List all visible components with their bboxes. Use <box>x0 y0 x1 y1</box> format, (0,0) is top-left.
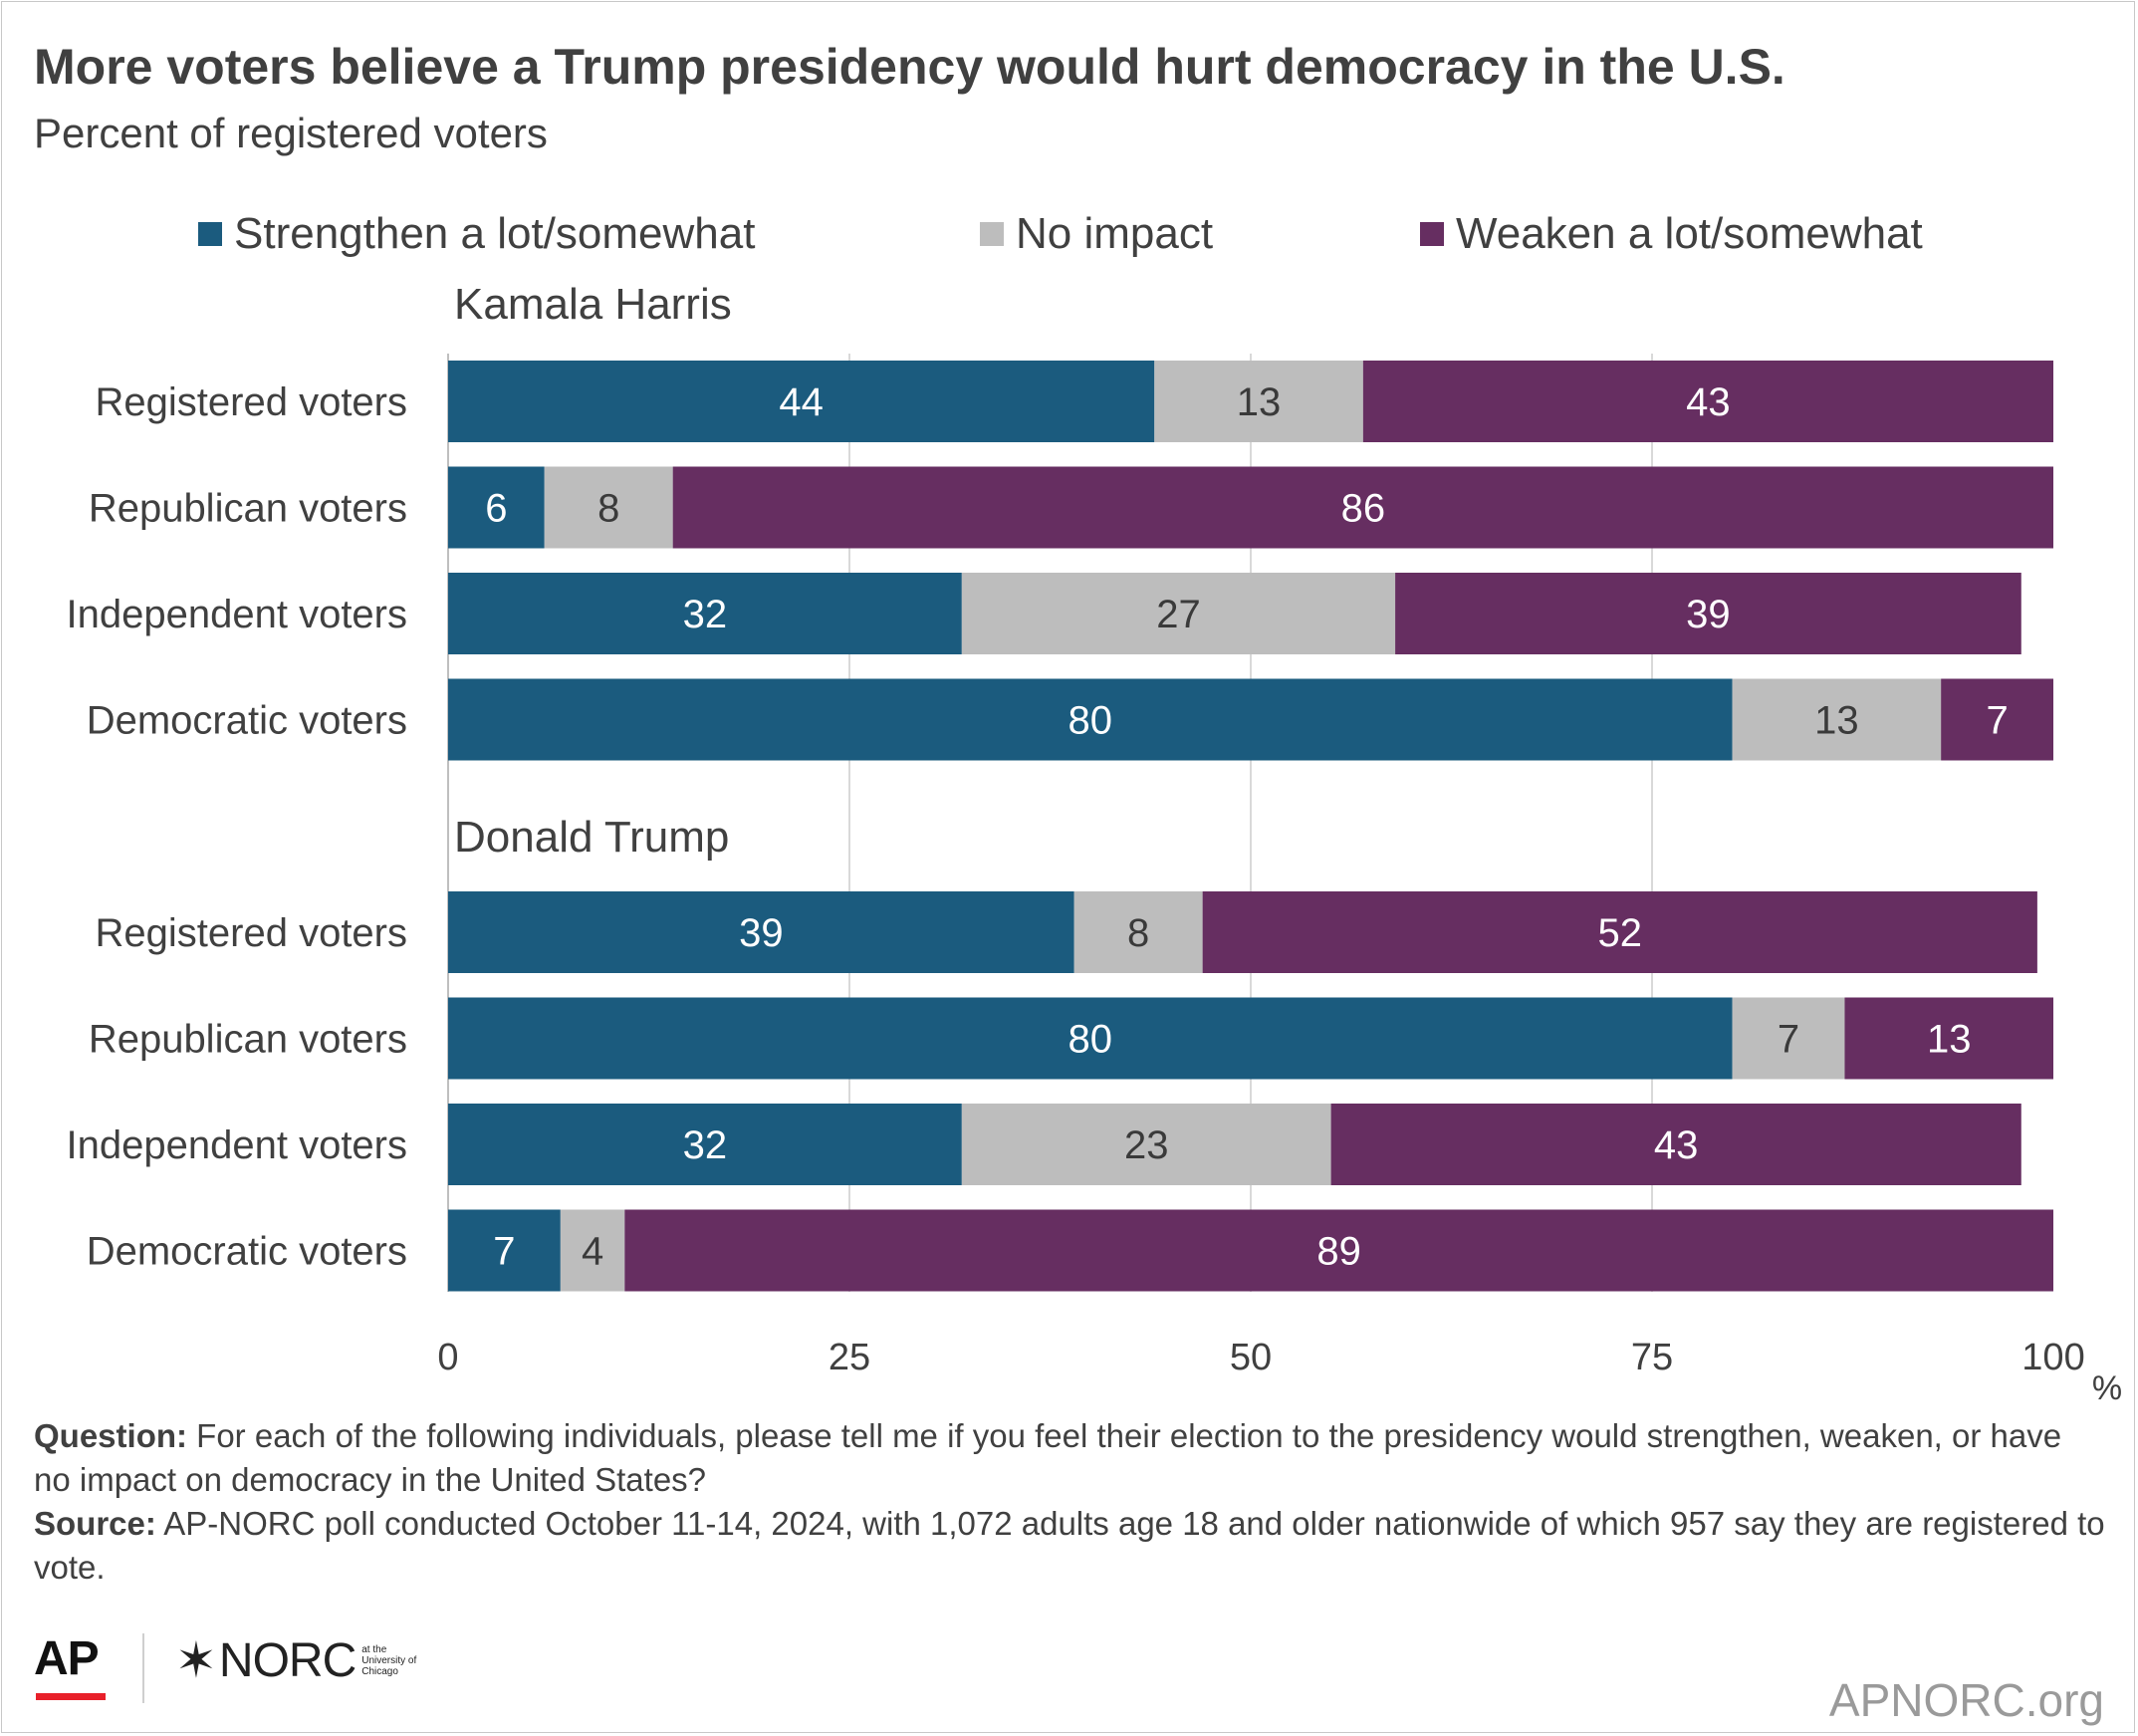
bar-segment <box>448 997 1733 1080</box>
data-label: 89 <box>1316 1230 1361 1274</box>
data-label: 7 <box>1778 1018 1799 1062</box>
bar-segment <box>448 466 545 549</box>
legend-item-strengthen: Strengthen a lot/somewhat <box>198 209 755 259</box>
chart-title: More voters believe a Trump presidency w… <box>34 39 1785 95</box>
data-label: 80 <box>1069 699 1113 743</box>
x-tick-label: 100 <box>2021 1337 2084 1378</box>
question-label: Question: <box>34 1417 187 1454</box>
source-note: Source: AP-NORC poll conducted October 1… <box>34 1502 2105 1590</box>
bar-segment <box>1154 361 1363 442</box>
bar-segment <box>448 1209 561 1292</box>
bar-segment <box>1395 573 2021 654</box>
data-label: 80 <box>1069 1018 1113 1062</box>
data-label: 43 <box>1654 1123 1699 1167</box>
data-label: 8 <box>1127 911 1149 955</box>
bar-segment <box>560 1209 625 1292</box>
footnote: Question: For each of the following indi… <box>34 1414 2105 1590</box>
group-label: Kamala Harris <box>454 280 732 329</box>
data-label: 6 <box>485 487 507 531</box>
x-tick-label: 50 <box>1230 1337 1272 1378</box>
data-label: 4 <box>582 1230 603 1274</box>
x-tick-label: 25 <box>829 1337 870 1378</box>
legend-swatch-strengthen <box>198 222 222 246</box>
apnorc-url: APNORC.org <box>1828 1674 2104 1726</box>
bar-segment <box>448 891 1074 973</box>
chart-subtitle: Percent of registered voters <box>34 110 548 156</box>
norc-logo: ✶ NORC at the University of Chicago <box>175 1631 416 1689</box>
data-label: 39 <box>1686 593 1731 636</box>
category-label: Independent voters <box>67 593 407 636</box>
norc-star-icon: ✶ <box>175 1632 217 1688</box>
data-label: 86 <box>1341 487 1386 531</box>
data-label: 13 <box>1814 699 1859 743</box>
bar-segment <box>448 1104 962 1185</box>
bar-segment <box>1073 891 1203 973</box>
category-label: Democratic voters <box>87 699 407 743</box>
bar-segment <box>1732 678 1942 761</box>
bar-segment <box>544 466 673 549</box>
category-label: Registered voters <box>96 911 407 955</box>
bar-segment <box>448 678 1733 761</box>
question-note: Question: For each of the following indi… <box>34 1414 2105 1502</box>
legend-item-no-impact: No impact <box>980 209 1213 259</box>
data-label: 23 <box>1124 1123 1169 1167</box>
data-label: 39 <box>739 911 784 955</box>
bar-segment <box>624 1209 2053 1292</box>
x-unit-label: % <box>2092 1369 2122 1407</box>
bar-segment <box>448 361 1155 442</box>
legend-swatch-weaken <box>1420 222 1444 246</box>
question-text: For each of the following individuals, p… <box>34 1417 2062 1498</box>
data-label: 32 <box>683 1123 728 1167</box>
bar-segment <box>961 573 1396 654</box>
category-label: Independent voters <box>67 1123 407 1167</box>
legend-label-strengthen: Strengthen a lot/somewhat <box>234 209 756 258</box>
bar-segment <box>1330 1104 2021 1185</box>
bar-segment <box>448 573 962 654</box>
bar-segment <box>1202 891 2037 973</box>
category-label: Democratic voters <box>87 1230 407 1274</box>
category-label: Republican voters <box>89 487 407 531</box>
data-label: 7 <box>493 1230 515 1274</box>
bar-segment <box>1362 361 2053 442</box>
category-label: Registered voters <box>96 380 407 424</box>
source-label: Source: <box>34 1505 156 1542</box>
logo-divider <box>142 1633 144 1703</box>
legend-label-no-impact: No impact <box>1016 209 1214 258</box>
ap-logo: AP <box>34 1632 100 1685</box>
legend-label-weaken: Weaken a lot/somewhat <box>1456 209 1923 258</box>
ap-logo-bar <box>36 1693 106 1700</box>
data-label: 52 <box>1598 911 1643 955</box>
source-text: AP-NORC poll conducted October 11-14, 20… <box>34 1505 2105 1586</box>
bar-segment <box>672 466 2054 549</box>
norc-logo-subtext: at the University of Chicago <box>361 1643 417 1677</box>
bar-segment <box>1844 997 2053 1080</box>
data-label: 7 <box>1986 699 2008 743</box>
x-tick-label: 75 <box>1631 1337 1673 1378</box>
data-label: 8 <box>597 487 619 531</box>
bar-segment <box>1941 678 2053 761</box>
bar-segment <box>1732 997 1845 1080</box>
data-label: 27 <box>1156 593 1201 636</box>
bar-segment <box>961 1104 1331 1185</box>
data-label: 43 <box>1686 380 1731 424</box>
legend-swatch-no-impact <box>980 222 1004 246</box>
x-tick-label: 0 <box>437 1337 458 1378</box>
group-label: Donald Trump <box>454 813 729 862</box>
data-label: 44 <box>779 380 824 424</box>
norc-logo-text: NORC <box>218 1633 356 1687</box>
data-label: 13 <box>1237 380 1282 424</box>
data-label: 13 <box>1927 1018 1972 1062</box>
data-label: 32 <box>683 593 728 636</box>
legend-item-weaken: Weaken a lot/somewhat <box>1420 209 1923 259</box>
category-label: Republican voters <box>89 1018 407 1062</box>
